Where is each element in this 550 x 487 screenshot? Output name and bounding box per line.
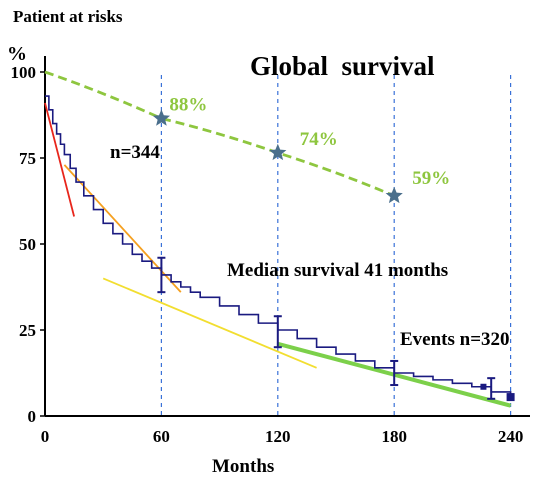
x-tick-label: 120 xyxy=(265,427,291,446)
n-annotation: n=344 xyxy=(110,142,160,163)
vertical-reference-lines xyxy=(160,75,512,416)
y-tick-label: 25 xyxy=(19,321,36,340)
patient-star-180 xyxy=(385,186,403,204)
events-annotation: Events n=320 xyxy=(400,329,510,350)
y-tick-label: 100 xyxy=(11,63,37,82)
fit-segment-0 xyxy=(44,102,75,217)
median-annotation: Median survival 41 months xyxy=(227,260,448,281)
x-tick-label: 240 xyxy=(498,427,524,446)
corner-label: Patient at risks xyxy=(13,7,123,26)
x-tick-label: 60 xyxy=(153,427,170,446)
fit-segment-1 xyxy=(63,164,182,293)
y-tick-label: 0 xyxy=(28,407,37,426)
patient-label-180: 59% xyxy=(412,168,450,189)
x-tick-label: 0 xyxy=(41,427,50,446)
patient-star-60 xyxy=(152,109,170,126)
x-tick-labels: 0 60 120 180 240 xyxy=(41,427,524,446)
x-axis-label: Months xyxy=(212,456,274,477)
chart-title: Global survival xyxy=(250,51,435,81)
error-bars xyxy=(157,256,515,402)
patient-label-60: 88% xyxy=(169,94,207,115)
km-end-marker xyxy=(506,393,515,402)
patient-star-120 xyxy=(269,143,287,161)
x-tick-label: 180 xyxy=(381,427,407,446)
patient-label-120: 74% xyxy=(300,129,338,150)
patients-at-risk-line xyxy=(44,70,395,198)
patients-at-risk-labels: 88% 74% 59% xyxy=(169,94,450,188)
y-tick-label: 50 xyxy=(19,235,36,254)
km-marker xyxy=(480,383,487,390)
fit-segment-2 xyxy=(102,277,317,369)
y-tick-label: 75 xyxy=(19,149,36,168)
patients-at-risk-stars xyxy=(152,109,403,204)
y-tick-labels: 0 25 50 75 100 xyxy=(11,63,45,426)
y-axis-label: % xyxy=(7,43,27,65)
